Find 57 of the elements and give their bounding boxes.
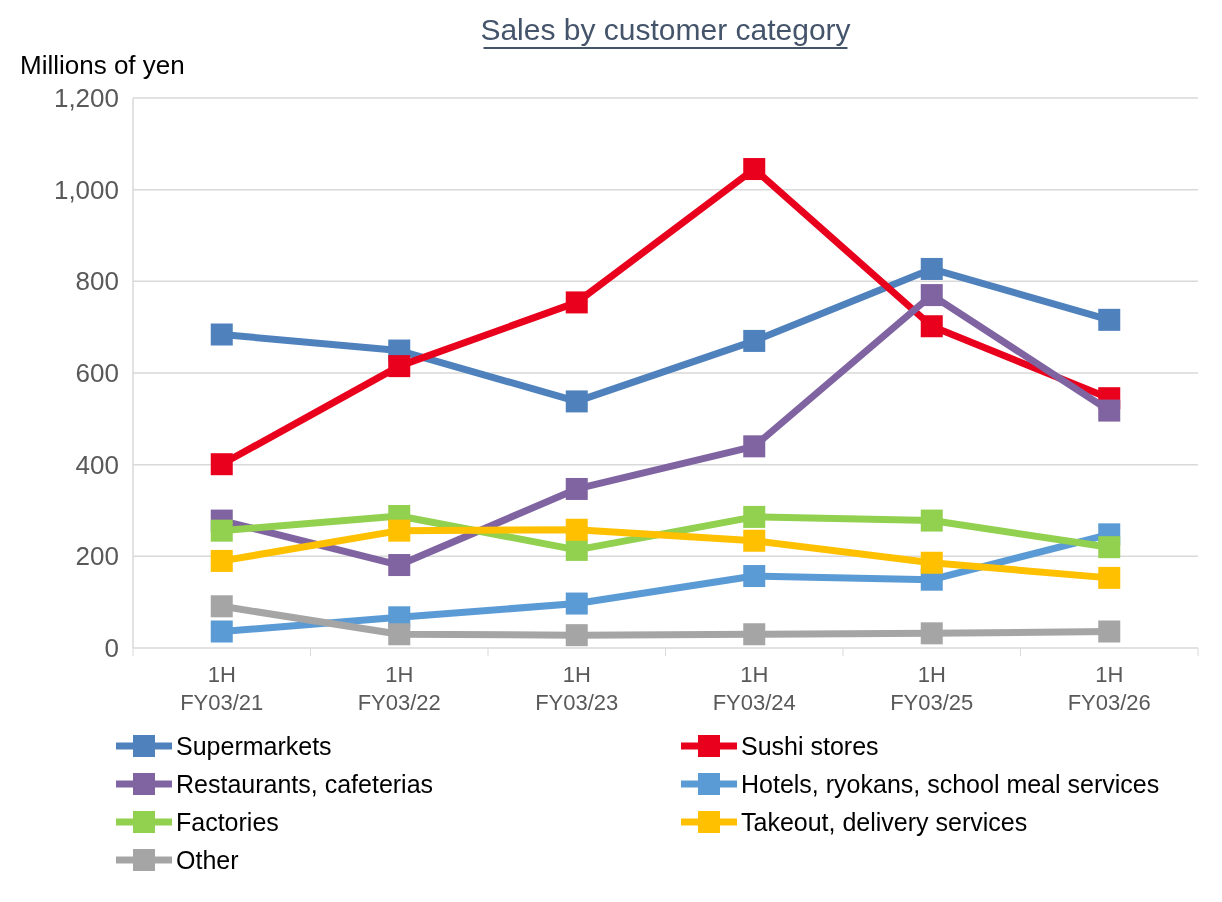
x-tick-label: 1H FY03/22 (357, 662, 441, 715)
legend-label: Restaurants, cafeterias (176, 769, 434, 798)
point (1098, 308, 1121, 331)
point (388, 519, 411, 542)
point (565, 291, 588, 314)
point (920, 315, 943, 338)
y-tick-label: 0 (104, 633, 119, 664)
point (920, 551, 943, 574)
point (565, 477, 588, 500)
point (1098, 620, 1121, 643)
point (1098, 399, 1121, 422)
point (743, 505, 766, 528)
point (743, 565, 766, 588)
point (388, 554, 411, 577)
x-tick-label: 1H FY03/25 (890, 662, 974, 715)
point (210, 620, 233, 643)
point (210, 549, 233, 572)
legend-label: Factories (176, 807, 279, 836)
legend-label: Sushi stores (741, 731, 879, 760)
point (210, 519, 233, 542)
y-tick-label: 200 (75, 541, 119, 572)
y-tick-label: 1,000 (53, 174, 119, 205)
point (743, 435, 766, 458)
point (920, 509, 943, 532)
x-tick-label: 1H FY03/23 (535, 662, 619, 715)
legend-label: Hotels, ryokans, school meal services (741, 769, 1160, 798)
y-axis-title: Millions of yen (20, 50, 185, 80)
point (920, 284, 943, 307)
y-tick-label: 400 (75, 449, 119, 480)
point (565, 390, 588, 413)
y-tick-label: 800 (75, 266, 119, 297)
point (920, 622, 943, 645)
point (210, 323, 233, 346)
x-tick-label: 1H FY03/21 (180, 662, 264, 715)
x-tick-label: 1H FY03/26 (1067, 662, 1151, 715)
point (565, 624, 588, 647)
point (210, 453, 233, 476)
point (1098, 566, 1121, 589)
point (565, 592, 588, 615)
legend-label: Supermarkets (176, 731, 332, 760)
point (565, 538, 588, 561)
point (388, 355, 411, 378)
point (743, 529, 766, 552)
point (565, 518, 588, 541)
point (743, 158, 766, 181)
legend-label: Other (176, 845, 239, 874)
point (743, 329, 766, 352)
point (210, 595, 233, 618)
x-tick-label: 1H FY03/24 (712, 662, 796, 715)
point (388, 623, 411, 646)
legend-label: Takeout, delivery services (741, 807, 1028, 836)
chart-title: Sales by customer category (480, 13, 851, 46)
y-tick-label: 1,200 (53, 83, 119, 114)
y-tick-label: 600 (75, 358, 119, 389)
point (920, 257, 943, 280)
point (1098, 536, 1121, 559)
point (743, 623, 766, 646)
